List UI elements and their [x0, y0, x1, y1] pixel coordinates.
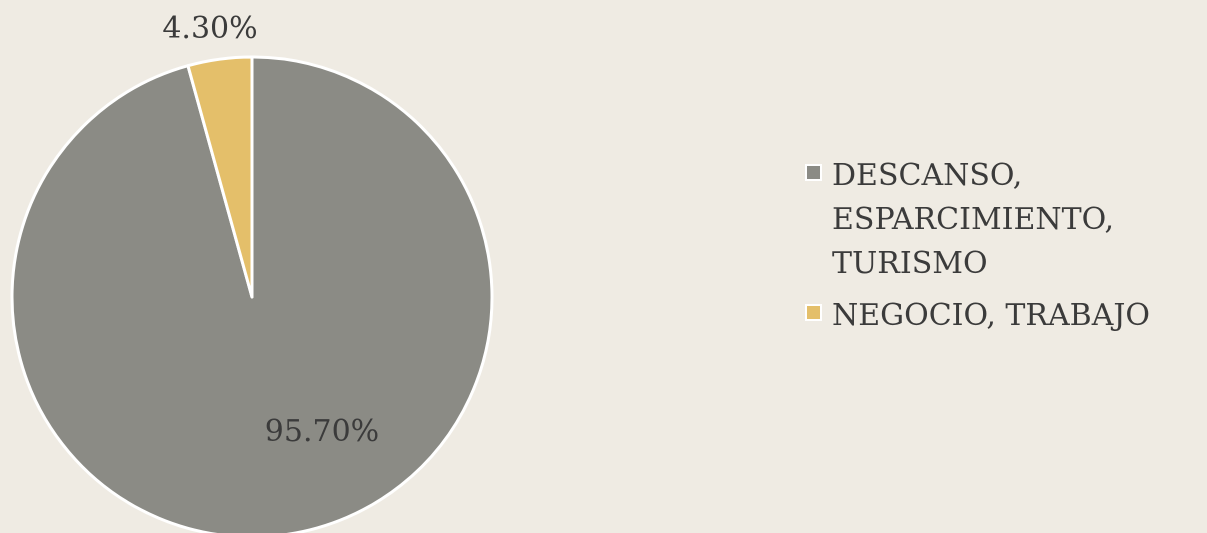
legend-item-negocio: NEGOCIO, TRABAJO: [805, 294, 1205, 338]
pie-slice-descanso: [10, 55, 494, 533]
pie-slice-negocio: [186, 55, 254, 299]
pie-data-labels: 95.70% 4.30%: [162, 11, 379, 449]
pie-slices: [10, 55, 494, 533]
legend-label-descanso: DESCANSO, ESPARCIMIENTO, TURISMO: [832, 158, 1115, 281]
legend-swatch-negocio: [805, 304, 822, 321]
legend-label-negocio: NEGOCIO, TRABAJO: [832, 298, 1151, 333]
legend-swatch-descanso: [805, 164, 822, 181]
legend-item-descanso: DESCANSO, ESPARCIMIENTO, TURISMO: [805, 154, 1205, 286]
data-label-descanso: 95.70%: [265, 414, 379, 449]
legend: DESCANSO, ESPARCIMIENTO, TURISMO NEGOCIO…: [805, 154, 1205, 346]
data-label-negocio: 4.30%: [162, 11, 257, 46]
pie-chart: 95.70% 4.30%: [10, 11, 494, 533]
